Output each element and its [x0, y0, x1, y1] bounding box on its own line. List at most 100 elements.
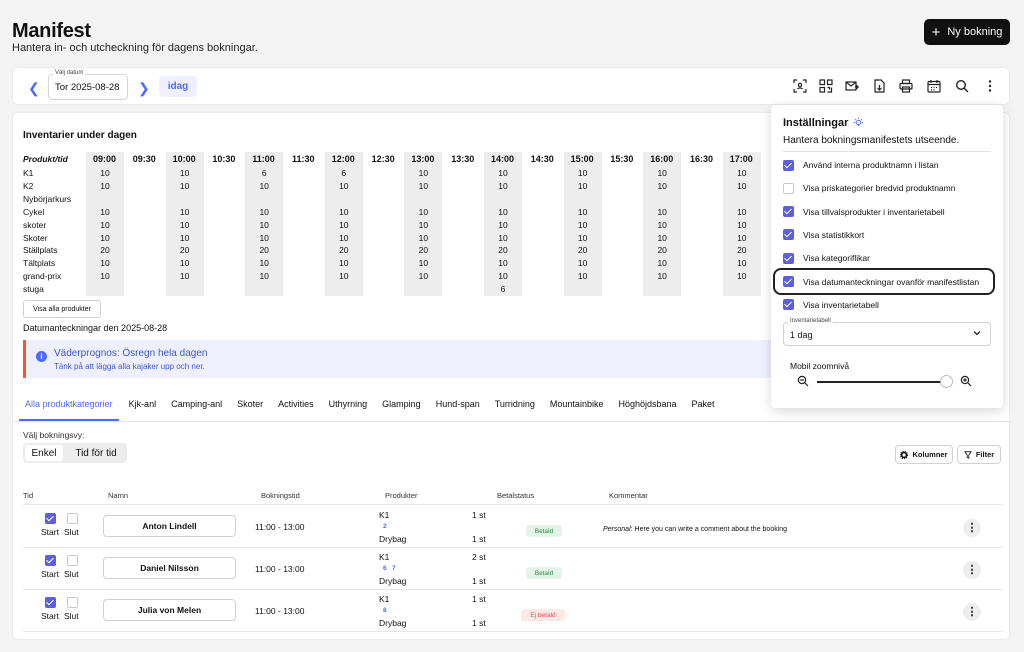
setting-checkbox[interactable]	[783, 229, 794, 241]
filter-button[interactable]: Filter	[957, 445, 1001, 464]
inventory-cell: 10	[737, 180, 747, 191]
row-actions-button[interactable]: ⋮	[963, 603, 981, 621]
inventory-cell: 10	[577, 271, 588, 282]
inventory-cell: 10	[657, 168, 667, 178]
inventory-time-header: 15:30	[610, 154, 634, 164]
setting-checkbox[interactable]	[783, 206, 794, 218]
table-header-divider	[23, 504, 1003, 505]
setting-label: Visa tillvalsprodukter i inventarietabel…	[803, 206, 945, 217]
setting-option[interactable]: Visa priskategorier bredvid produktnamn	[783, 181, 955, 195]
zoom-slider-track[interactable]	[817, 381, 947, 383]
inventory-cell: 10	[498, 232, 508, 243]
tab-höghöjdsbana[interactable]: Höghöjdsbana	[618, 399, 677, 409]
customer-name-button[interactable]: Daniel Nilsson	[103, 557, 236, 579]
next-day-icon[interactable]: ❯	[138, 80, 150, 96]
inventory-cell: 10	[737, 168, 747, 178]
start-checkbox[interactable]	[45, 555, 56, 566]
inventory-cell: 10	[179, 168, 190, 178]
customer-name-button[interactable]: Anton Lindell	[103, 515, 236, 537]
inventory-column-bg	[324, 152, 363, 296]
print-icon[interactable]	[899, 79, 913, 93]
setting-checkbox[interactable]	[783, 159, 794, 171]
product-name: K1	[379, 594, 390, 604]
inventory-time-header: 12:30	[371, 154, 395, 164]
setting-option[interactable]: Visa kategoriflikar	[783, 251, 870, 265]
columns-button[interactable]: Kolumner	[895, 445, 953, 464]
setting-option[interactable]: Visa datumanteckningar ovanför manifestl…	[783, 275, 979, 289]
setting-label: Visa priskategorier bredvid produktnamn	[803, 183, 956, 194]
inventory-cell: 6	[500, 284, 506, 295]
settings-divider	[783, 151, 991, 152]
view-option-simple[interactable]: Enkel	[25, 445, 63, 461]
tab-skoter[interactable]: Skoter	[237, 399, 264, 409]
product-quantity: 1 st	[472, 534, 486, 544]
inventory-product-name: K2	[23, 180, 34, 191]
mail-icon[interactable]	[845, 79, 859, 93]
setting-checkbox[interactable]	[783, 276, 794, 287]
setting-checkbox[interactable]	[783, 299, 794, 311]
today-button[interactable]: idag	[159, 76, 197, 97]
inventory-time-header: 17:00	[729, 154, 753, 164]
view-option-time[interactable]: Tid för tid	[75, 447, 117, 459]
inventory-cell: 10	[259, 219, 269, 230]
setting-checkbox[interactable]	[783, 252, 794, 264]
end-checkbox[interactable]	[67, 555, 78, 566]
zoom-out-icon[interactable]	[797, 375, 809, 387]
inventory-cell: 20	[737, 245, 747, 256]
tab-turridning[interactable]: Turridning	[494, 399, 535, 409]
inventory-cell: 10	[418, 271, 429, 282]
setting-option[interactable]: Visa statistikkort	[783, 228, 864, 242]
download-icon[interactable]	[872, 79, 886, 93]
new-booking-button[interactable]: + Ny bokning	[924, 19, 1010, 45]
info-icon: i	[36, 351, 47, 362]
qr-icon[interactable]	[819, 79, 833, 93]
unit-number-chips: 8	[383, 607, 387, 614]
inventory-cell: 10	[498, 271, 508, 282]
zoom-in-icon[interactable]	[960, 375, 972, 387]
row-actions-button[interactable]: ⋮	[963, 519, 981, 537]
search-icon[interactable]	[955, 79, 969, 93]
tab-glamping[interactable]: Glamping	[382, 399, 421, 409]
payment-status-badge: Betald	[526, 525, 562, 537]
product-name: Drybag	[379, 618, 407, 628]
settings-title: Inställningar	[783, 117, 864, 129]
end-checkbox[interactable]	[67, 513, 78, 524]
zoom-slider-thumb[interactable]	[940, 375, 954, 388]
inventory-column-bg	[245, 152, 284, 296]
end-checkbox[interactable]	[67, 597, 78, 608]
setting-option[interactable]: Använd interna produktnamn i listan	[783, 158, 939, 172]
toolbar: ❮ Välj datum Tor 2025-08-28 ❯ idag	[12, 67, 1010, 105]
tab-kjk-anl[interactable]: Kjk-anl	[128, 399, 157, 409]
inventory-time-header: 10:30	[212, 154, 236, 164]
tab-alla-produktkategorier[interactable]: Alla produktkategorier	[19, 393, 119, 421]
tab-hund-span[interactable]: Hund-span	[435, 399, 480, 409]
inventory-cell: 10	[418, 232, 429, 243]
scan-icon[interactable]	[793, 79, 807, 93]
inventory-cell: 10	[737, 271, 747, 282]
inventory-column-bg	[86, 152, 124, 296]
inventory-cell: 10	[179, 206, 190, 217]
inventory-cell: 10	[100, 271, 110, 282]
tab-activities[interactable]: Activities	[278, 399, 314, 409]
tab-camping-anl[interactable]: Camping-anl	[171, 399, 223, 409]
prev-day-icon[interactable]: ❮	[28, 80, 40, 96]
more-icon[interactable]	[983, 79, 997, 93]
setting-option[interactable]: Visa inventarietabell	[783, 298, 879, 312]
setting-option[interactable]: Visa tillvalsprodukter i inventarietabel…	[783, 205, 945, 219]
inventory-cell: 10	[418, 168, 429, 178]
calendar-icon[interactable]	[927, 79, 941, 93]
show-all-products-button[interactable]: Visa alla produkter	[23, 300, 101, 318]
inventory-time-header: 10:00	[172, 154, 196, 164]
customer-name-button[interactable]: Julia von Melen	[103, 599, 236, 621]
start-checkbox[interactable]	[45, 513, 56, 524]
inventory-period-select[interactable]: Inventarietabell 1 dag	[783, 318, 991, 346]
setting-checkbox[interactable]	[783, 182, 794, 194]
tab-uthyrning[interactable]: Uthyrning	[328, 399, 368, 409]
row-actions-button[interactable]: ⋮	[963, 561, 981, 579]
inventory-period-label: Inventarietabell	[788, 318, 833, 324]
date-picker[interactable]: Välj datum Tor 2025-08-28	[48, 70, 128, 100]
tab-paket[interactable]: Paket	[691, 399, 715, 409]
tab-mountainbike[interactable]: Mountainbike	[549, 399, 604, 409]
start-checkbox[interactable]	[45, 597, 56, 608]
inventory-time-header: 16:30	[690, 154, 714, 164]
